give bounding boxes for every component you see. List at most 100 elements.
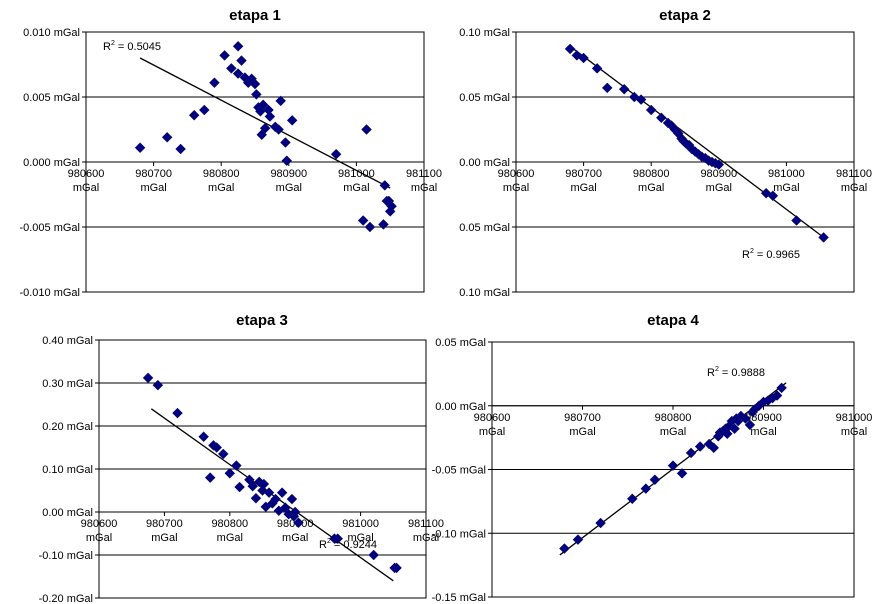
- data-point: [175, 143, 186, 155]
- data-point: [293, 517, 304, 529]
- data-point: [591, 63, 603, 74]
- data-point: [676, 467, 688, 479]
- x-tick-label: 980900: [270, 168, 307, 180]
- data-point: [721, 428, 733, 440]
- data-point: [655, 112, 667, 124]
- data-point: [217, 448, 229, 460]
- data-point: [263, 487, 275, 499]
- data-point: [204, 472, 216, 483]
- data-point: [286, 115, 298, 126]
- data-point: [142, 372, 154, 384]
- x-tick-label: 980600: [474, 412, 511, 424]
- data-point: [776, 382, 787, 394]
- chart-panel-1: etapa 1 0.010 mGal 0.005 mGal 0.000 mGal -0.…: [19, 7, 441, 299]
- data-point: [364, 221, 376, 233]
- data-point: [249, 78, 261, 90]
- x-tick-label: 980800: [203, 168, 240, 180]
- x-tick-unit: mGal: [413, 532, 439, 544]
- data-point: [188, 109, 200, 121]
- r-squared-label: R2 = 0.9244: [319, 538, 377, 551]
- data-point: [232, 68, 244, 79]
- data-point: [635, 94, 647, 105]
- x-tick-label: 980600: [498, 168, 535, 180]
- data-point: [713, 159, 725, 170]
- data-point: [361, 124, 372, 135]
- data-point: [250, 89, 262, 100]
- data-point: [276, 487, 288, 499]
- y-tick-label: -0.005 mGal: [19, 222, 80, 234]
- data-point: [685, 447, 697, 459]
- x-tick-unit: mGal: [151, 532, 177, 544]
- chart-title: etapa 3: [236, 312, 288, 329]
- data-point: [236, 55, 247, 66]
- x-tick-label: 981000: [338, 168, 375, 180]
- chart-title: etapa 2: [659, 7, 711, 24]
- y-tick-label: 0.00 mGal: [42, 507, 93, 519]
- data-point: [198, 104, 210, 116]
- data-point: [257, 99, 269, 111]
- data-point: [275, 95, 287, 107]
- chart-panel-2: etapa 2 0.10 mGal 0.05 mGal 0.00 mGal 0.05 m…: [459, 7, 872, 299]
- data-point: [258, 478, 270, 490]
- data-point: [273, 124, 285, 135]
- x-tick-unit: mGal: [347, 532, 373, 544]
- y-tick-label: -0.10 mGal: [39, 550, 93, 562]
- r-squared-label: R2 = 0.9965: [742, 248, 800, 261]
- x-tick-label: 980900: [700, 168, 737, 180]
- x-tick-unit: mGal: [208, 182, 234, 194]
- data-point: [225, 63, 237, 74]
- data-point: [791, 215, 802, 226]
- data-point: [740, 413, 751, 424]
- x-tick-label: 980800: [633, 168, 670, 180]
- y-tick-label: 0.05 mGal: [459, 222, 510, 234]
- x-tick-label: 980700: [565, 168, 602, 180]
- data-point: [391, 562, 402, 574]
- data-point: [572, 534, 584, 545]
- y-tick-label: 0.20 mGal: [42, 421, 93, 433]
- x-tick-label: 980700: [564, 412, 601, 424]
- x-tick-unit: mGal: [217, 532, 243, 544]
- x-tick-unit: mGal: [773, 182, 799, 194]
- data-point: [379, 180, 391, 191]
- y-tick-label: 0.10 mGal: [459, 27, 510, 39]
- x-tick-label: 980700: [135, 168, 172, 180]
- y-tick-label: 0.10 mGal: [42, 464, 93, 476]
- data-point: [667, 460, 679, 472]
- y-tick-label: 0.10 mGal: [459, 287, 510, 299]
- x-tick-unit: mGal: [140, 182, 166, 194]
- x-tick-unit: mGal: [569, 426, 595, 438]
- x-tick-label: 981100: [406, 168, 442, 180]
- x-tick-unit: mGal: [73, 182, 99, 194]
- data-point: [729, 423, 740, 435]
- data-point: [230, 460, 242, 471]
- x-tick-label: 980700: [146, 518, 183, 530]
- y-tick-label: 0.05 mGal: [435, 337, 486, 349]
- x-tick-unit: mGal: [479, 426, 505, 438]
- data-point: [289, 506, 301, 518]
- y-tick-label: -0.010 mGal: [19, 287, 80, 299]
- x-tick-label: 981100: [408, 518, 444, 530]
- x-tick-unit: mGal: [86, 532, 112, 544]
- x-tick-unit: mGal: [841, 182, 867, 194]
- data-point: [281, 155, 293, 167]
- data-point: [626, 493, 638, 505]
- data-point: [559, 543, 570, 554]
- x-tick-label: 980600: [68, 168, 105, 180]
- data-point: [640, 483, 652, 494]
- data-point: [595, 517, 606, 529]
- x-tick-unit: mGal: [841, 426, 867, 438]
- data-point: [386, 200, 397, 212]
- data-point: [134, 142, 146, 154]
- data-point: [172, 407, 183, 419]
- data-point: [270, 493, 281, 505]
- x-tick-unit: mGal: [660, 426, 686, 438]
- chart-panel-4: etapa 4 0.05 mGal 0.00 mGal -0.05 mGal -0.10…: [432, 312, 873, 604]
- data-point: [645, 104, 657, 116]
- x-tick-label: 980800: [655, 412, 692, 424]
- data-point: [209, 77, 220, 89]
- chart-panel-3: etapa 3 0.40 mGal 0.30 mGal 0.20 mGal 0.10 m…: [39, 312, 444, 604]
- data-point: [618, 83, 630, 95]
- data-point: [247, 480, 259, 492]
- data-point: [250, 492, 262, 504]
